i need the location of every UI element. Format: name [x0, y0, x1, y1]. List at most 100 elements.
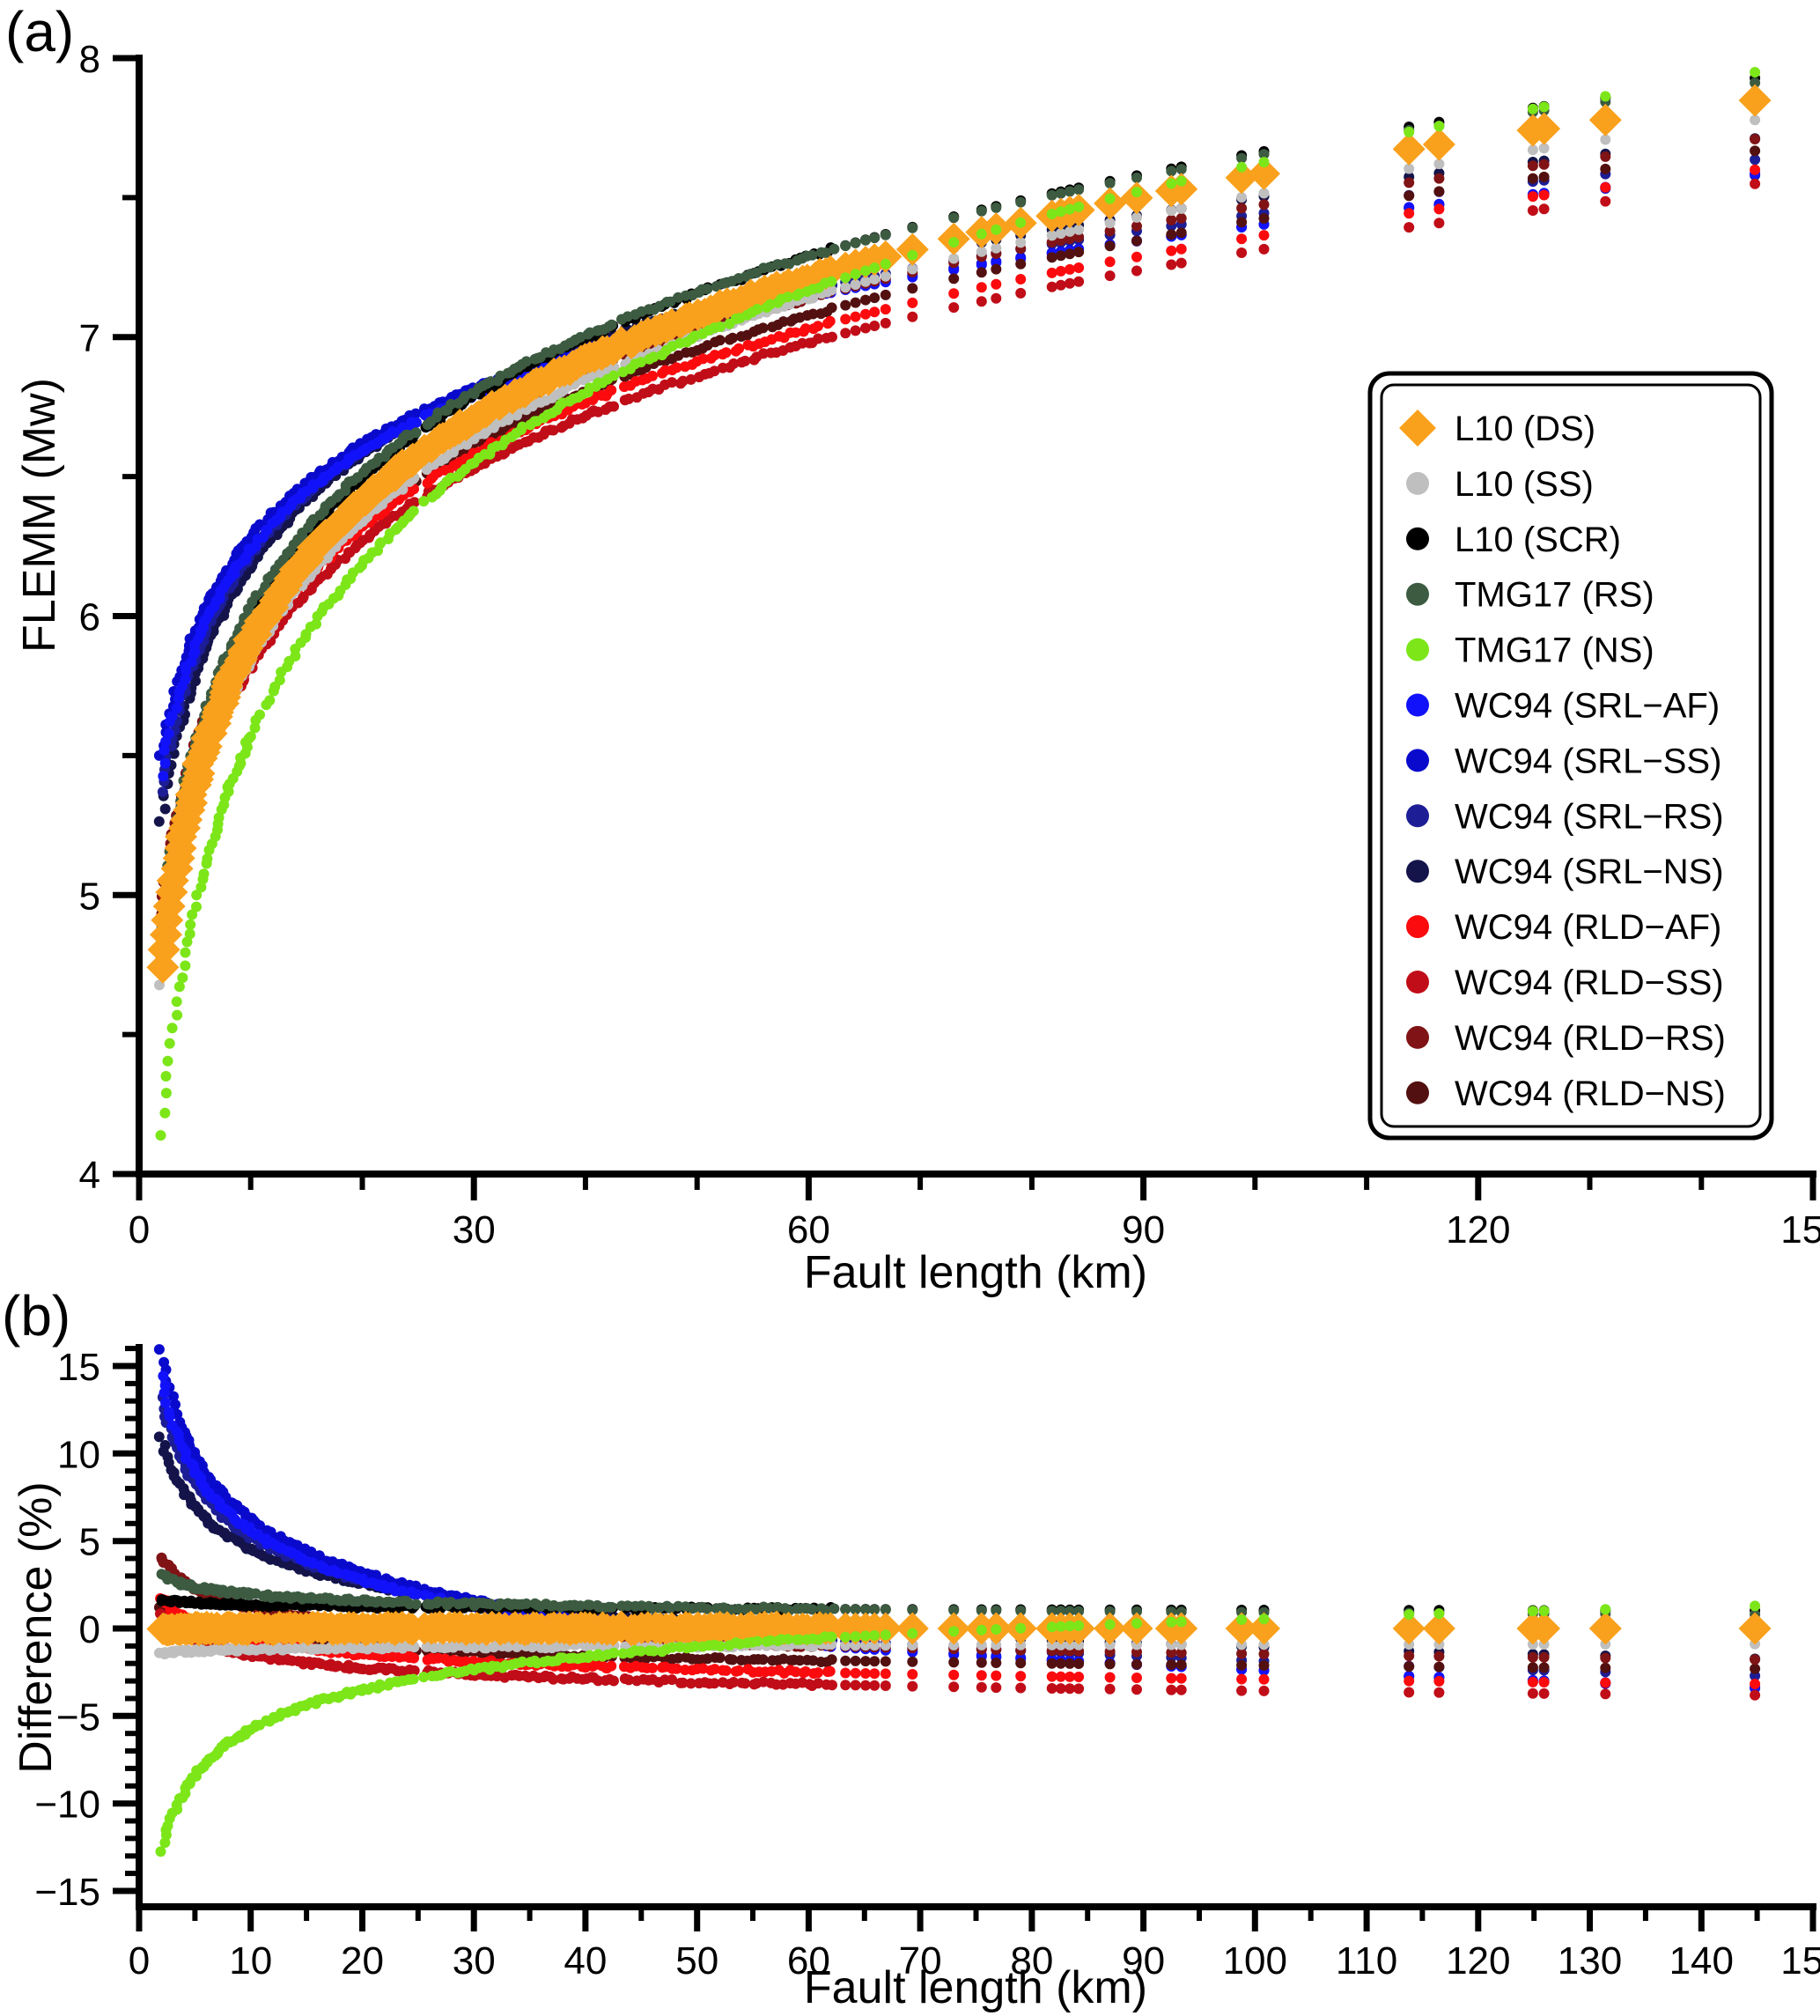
data-point [1750, 178, 1761, 189]
data-point [1015, 287, 1027, 299]
data-point [410, 1599, 422, 1610]
data-point [840, 272, 851, 284]
data-point [824, 315, 836, 327]
data-point [1055, 1671, 1066, 1682]
data-point [158, 744, 170, 756]
data-point [409, 1652, 419, 1664]
data-point [1046, 281, 1057, 292]
tick-label: 4 [79, 1154, 100, 1197]
tick-label: 5 [79, 875, 100, 918]
data-point [869, 1668, 881, 1680]
data-point [714, 321, 726, 332]
data-point [976, 296, 987, 307]
data-point [1600, 1652, 1611, 1664]
data-point [826, 1654, 837, 1665]
data-point [794, 1655, 806, 1666]
data-point [184, 928, 195, 940]
data-point [1433, 203, 1445, 215]
data-point [1046, 252, 1057, 263]
data-point-diamond [1120, 181, 1153, 215]
data-point [1258, 1673, 1270, 1685]
data-point [185, 919, 196, 930]
data-point [840, 314, 851, 325]
data-point [869, 321, 881, 331]
data-point [648, 351, 659, 363]
data-point [1073, 276, 1085, 287]
data-point [1258, 1660, 1270, 1671]
data-point [1073, 224, 1085, 235]
data-point [410, 1589, 422, 1600]
data-point [976, 267, 987, 278]
data-point [1065, 1658, 1075, 1669]
data-point [860, 294, 871, 306]
data-point [647, 370, 658, 381]
data-point [1404, 190, 1415, 202]
data-point [1433, 1661, 1445, 1673]
data-point [673, 1652, 684, 1664]
data-point [976, 1657, 987, 1668]
data-point [948, 212, 960, 224]
data-point [158, 1370, 169, 1382]
data-point [860, 322, 871, 334]
data-point [623, 393, 635, 404]
data-point [1236, 1648, 1248, 1659]
data-point [1175, 257, 1187, 269]
data-point-diamond [1738, 1612, 1772, 1645]
data-point [1046, 267, 1057, 278]
data-point [697, 353, 709, 365]
data-point [1073, 1672, 1085, 1682]
data-point-diamond [1422, 128, 1455, 161]
data-point [1750, 1679, 1761, 1689]
data-point [1236, 1673, 1248, 1685]
data-point [159, 803, 171, 815]
data-point [1258, 213, 1270, 224]
data-point [880, 1656, 891, 1667]
data-point [860, 265, 871, 277]
data-point [1750, 67, 1761, 78]
data-point [608, 1675, 619, 1687]
data-point [758, 348, 769, 359]
data-point [606, 1660, 617, 1672]
data-point [1750, 1689, 1761, 1701]
tick-label: 30 [453, 1208, 496, 1252]
data-point [991, 1658, 1002, 1668]
data-point [1073, 1683, 1085, 1695]
data-point [827, 1680, 837, 1691]
data-point [1015, 1658, 1027, 1669]
data-point [1433, 121, 1445, 132]
data-point [1527, 173, 1538, 184]
data-point [408, 506, 419, 517]
data-point [1104, 270, 1116, 282]
data-point [1258, 230, 1270, 241]
data-point [840, 1680, 851, 1691]
data-point [1175, 1673, 1187, 1684]
data-point [1104, 225, 1116, 237]
data-point [1073, 1658, 1085, 1669]
data-point [409, 497, 420, 508]
data-point [1131, 1673, 1142, 1683]
data-point [1175, 1659, 1187, 1671]
data-point [1175, 175, 1187, 187]
data-point [606, 1601, 617, 1613]
data-point [606, 319, 617, 330]
data-point [827, 331, 837, 343]
data-point [829, 243, 840, 255]
data-point [647, 1662, 658, 1673]
data-point [1600, 163, 1611, 174]
data-point [880, 289, 891, 300]
data-point [880, 1668, 891, 1680]
data-point [254, 709, 265, 720]
data-point [1046, 209, 1057, 219]
data-point [410, 417, 422, 428]
data-point [1750, 134, 1761, 144]
data-point [850, 1655, 861, 1666]
data-point [1166, 229, 1177, 240]
data-point [677, 375, 689, 387]
data-point [160, 1071, 172, 1082]
data-point [880, 270, 891, 282]
data-point [727, 1654, 738, 1665]
data-point [1538, 1662, 1550, 1673]
data-point [1046, 230, 1057, 241]
data-point [709, 1678, 720, 1689]
data-point [1258, 1685, 1270, 1696]
